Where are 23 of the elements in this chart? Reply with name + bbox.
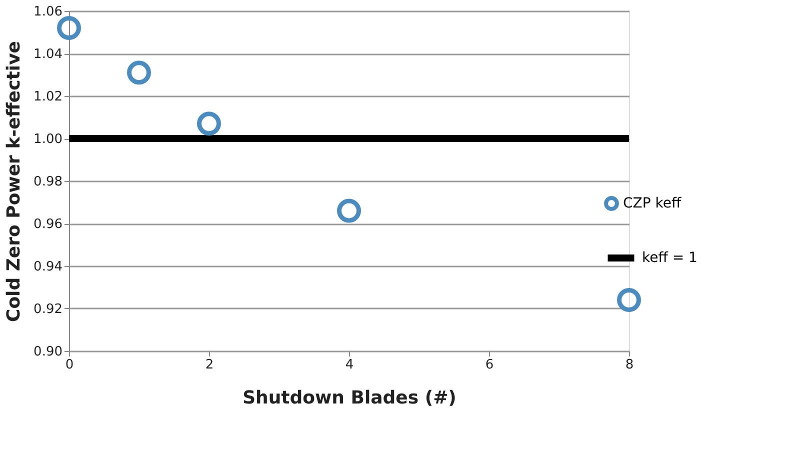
y-tick-label: 0.98 xyxy=(34,174,62,190)
x-axis-title: Shutdown Blades (#) xyxy=(242,388,456,408)
x-tick-label: 2 xyxy=(205,358,214,372)
point xyxy=(337,198,361,223)
point xyxy=(617,288,641,312)
point xyxy=(197,112,221,136)
x-tick-label: 6 xyxy=(485,358,494,372)
x-tick-label: 4 xyxy=(345,358,354,372)
y-tick-label: 1.06 xyxy=(34,4,62,20)
legend-label: keff = 1 xyxy=(642,250,698,266)
y-tick-label: 0.92 xyxy=(34,302,62,317)
y-tick-label: 0.94 xyxy=(34,260,62,274)
legend-label: CZP keff xyxy=(623,196,682,212)
y-tick-label: 1.00 xyxy=(34,132,62,147)
point xyxy=(127,60,151,85)
y-tick-label: 0.90 xyxy=(34,344,62,360)
x-tick-label: 8 xyxy=(625,358,634,372)
point xyxy=(57,16,81,40)
y-tick-label: 1.04 xyxy=(34,47,62,62)
y-tick-label: 1.02 xyxy=(34,90,62,104)
x-tick-label: 0 xyxy=(65,358,74,372)
y-axis-title: Cold Zero Power k-effective xyxy=(4,40,25,322)
y-tick-label: 0.96 xyxy=(34,217,62,232)
